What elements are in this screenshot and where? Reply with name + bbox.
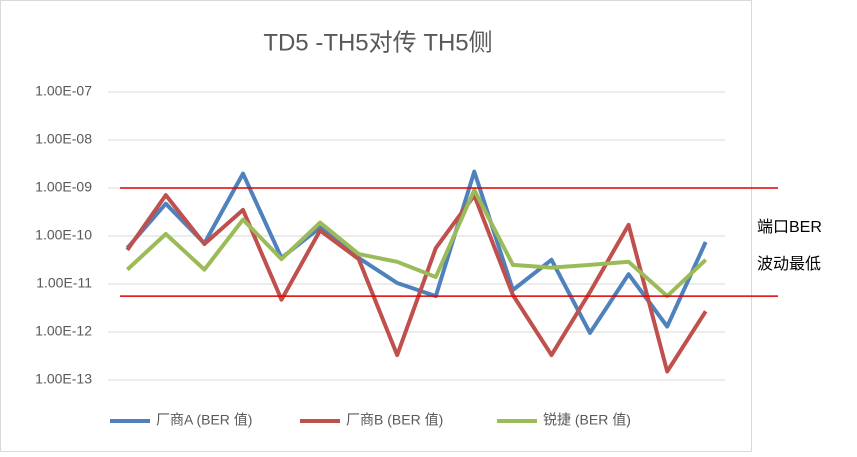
y-tick-label: 1.00E-12 [35, 323, 92, 339]
series-line [125, 193, 708, 374]
annotation: 波动最低 [757, 255, 821, 273]
y-tick-label: 1.00E-13 [35, 371, 92, 387]
y-tick-label: 1.00E-10 [35, 227, 92, 243]
series-line [125, 169, 708, 335]
y-tick-label: 1.00E-07 [35, 83, 92, 99]
series-line [125, 188, 708, 299]
chart-border [0, 0, 752, 452]
legend-label: 厂商B (BER 值) [346, 412, 443, 428]
annotation: 端口BER [757, 218, 822, 236]
legend-label: 厂商A (BER 值) [156, 412, 252, 428]
y-tick-label: 1.00E-08 [35, 131, 92, 147]
y-tick-label: 1.00E-11 [36, 275, 92, 291]
y-tick-label: 1.00E-09 [35, 179, 92, 195]
chart-title: TD5 -TH5对传 TH5侧 [263, 29, 492, 56]
legend-label: 锐捷 (BER 值) [543, 412, 631, 428]
